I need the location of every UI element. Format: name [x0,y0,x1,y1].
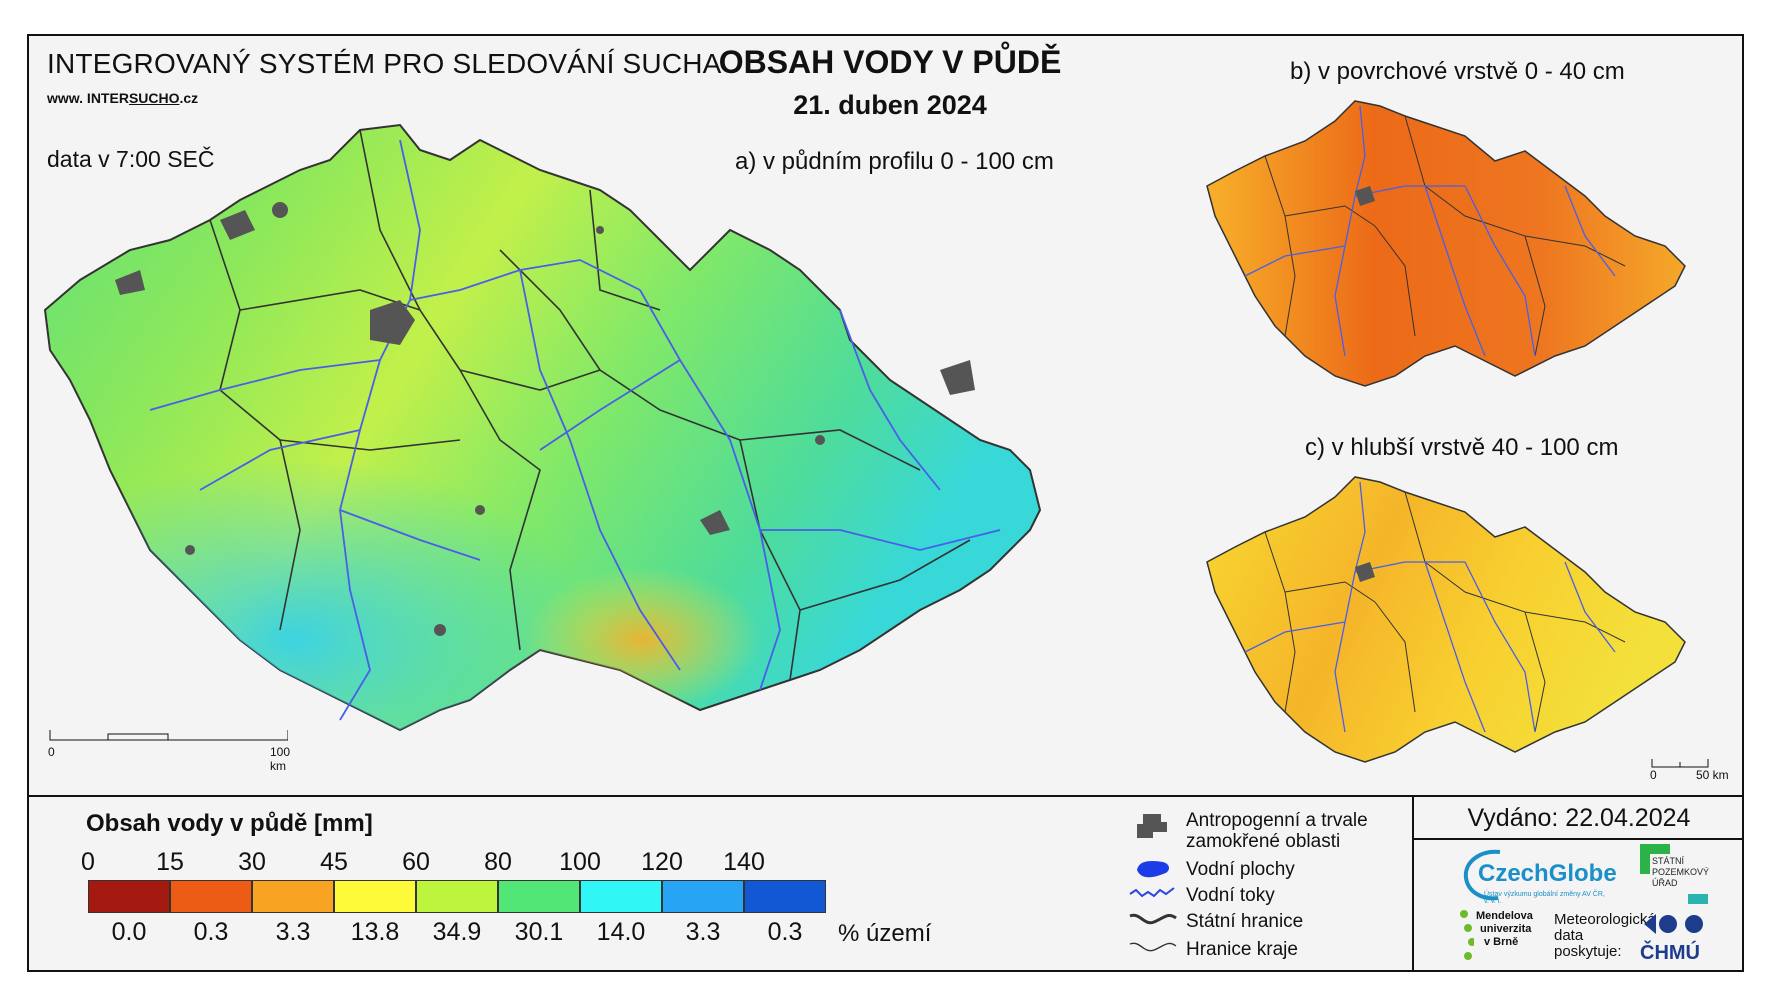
meteo-line-2: data [1554,927,1584,944]
czechglobe-logo[interactable]: CzechGlobe Ústav výzkumu globální změny … [1460,848,1617,905]
legend-class-swatch [662,880,744,913]
legend-class-percent: 14.0 [596,918,646,946]
legend-class-percent: 0.3 [193,918,229,946]
legend-threshold: 80 [484,848,512,876]
legend-class-percent: 0.3 [767,918,803,946]
anthropogenic-label-1: Antropogenní a trvale [1186,810,1368,831]
mendel-dots-icon [1460,910,1474,960]
anthropogenic-areas-main [115,202,975,636]
anthropogenic-icon [1137,814,1167,838]
logo-separator-horizontal [1412,838,1744,840]
water-body-icon [1137,860,1169,878]
meteo-line-3: poskytuje: [1554,943,1622,960]
issued-date: Vydáno: 22.04.2024 [1467,804,1691,832]
water-stream-icon [1129,887,1175,898]
legend-class-swatch [88,880,170,913]
legend-class-percent: 34.9 [432,918,482,946]
legend-threshold: 120 [641,848,683,876]
legend-class-swatch [334,880,416,913]
legend-threshold: 45 [320,848,348,876]
legend-class-percent: 13.8 [350,918,400,946]
region-border-icon [1129,942,1177,952]
spu-line-3: ÚŘAD [1652,878,1678,888]
surface-map-label: b) v povrchové vrstvě 0 - 40 cm [1290,58,1625,85]
spu-line-2: POZEMKOVÝ [1652,867,1710,877]
czech-outline-surface [1206,100,1686,387]
website-prefix: www. INTER [47,90,129,106]
legend-threshold: 60 [402,848,430,876]
logo-separator-vertical [1412,795,1414,972]
legend-class-swatch [580,880,662,913]
water-streams-label: Vodní toky [1186,885,1275,906]
mendel-line-2: univerzita [1480,923,1532,935]
system-name: INTEGROVANÝ SYSTÉM PRO SLEDOVÁNÍ SUCHA [47,48,722,79]
map-date: 21. duben 2024 [793,90,987,120]
legend-title: Obsah vody v půdě [mm] [86,810,373,837]
legend-class-swatch [744,880,826,913]
spu-green-bar-vertical-icon [1640,844,1650,874]
spu-line-1: STÁTNÍ [1652,856,1685,866]
data-time: data v 7:00 SEČ [47,146,215,172]
legend-class-percent: 3.3 [685,918,721,946]
legend-threshold: 140 [723,848,765,876]
chmu-symbol-icon [1644,914,1703,934]
website-highlight: SUCHO [128,90,180,106]
legend-class-swatch [416,880,498,913]
small-scale-start: 0 [1650,768,1657,782]
region-border-label: Hranice kraje [1186,939,1298,960]
state-border-label: Státní hranice [1186,911,1304,932]
main-scale-end: 100 km [270,745,291,773]
legend-threshold: 100 [559,848,601,876]
spu-teal-block-icon [1688,894,1708,904]
czechglobe-swirl-icon [1463,849,1501,901]
state-border-icon [1129,913,1177,925]
legend-class-percent: 3.3 [275,918,311,946]
legend-class-percent: 0.0 [111,918,147,946]
czech-outline-deep [1206,476,1686,763]
mendel-line-1: Mendelova [1476,910,1533,922]
main-scale-bar: 0 100 km [48,728,290,773]
legend-threshold: 30 [238,848,266,876]
spu-green-bar-icon [1640,844,1670,854]
website-suffix: .cz [179,90,199,106]
czechglobe-name: CzechGlobe [1478,860,1617,887]
meteo-line-1: Meteorologická [1554,911,1656,928]
page-title: OBSAH VODY V PŮDĚ [718,44,1062,80]
chmu-logo[interactable]: ČHMÚ [1640,942,1700,964]
legend-separator [27,795,1744,797]
region-borders-main [209,129,971,681]
surface-layer-map [1205,96,1735,406]
website-link[interactable]: www. INTERSUCHO.cz [47,90,198,106]
small-scale-end: 50 km [1696,768,1729,782]
legend-threshold: 0 [81,848,95,876]
legend-threshold: 15 [156,848,184,876]
anthropogenic-label-2: zamokřené oblasti [1186,831,1341,852]
legend-class-swatch [498,880,580,913]
legend-class-swatch [252,880,334,913]
meteo-data-provider: Meteorologická data poskytuje: [1554,912,1656,960]
spu-logo[interactable]: STÁTNÍ POZEMKOVÝ ÚŘAD [1640,844,1730,916]
main-scale-start: 0 [48,745,55,759]
main-map-label: a) v půdním profilu 0 - 100 cm [735,148,1054,175]
czechglobe-subtitle: Ústav výzkumu globální změny AV ČR, v. v… [1484,891,1605,905]
mendel-university-logo[interactable]: Mendelova univerzita v Brně [1460,910,1562,960]
water-bodies-label: Vodní plochy [1186,859,1295,880]
legend-class-percent: 30.1 [514,918,564,946]
small-scale-bar: 0 50 km [1650,756,1740,786]
deep-layer-map [1205,472,1735,782]
main-map [40,110,1180,770]
legend-class-swatch [170,880,252,913]
deep-map-label: c) v hlubší vrstvě 40 - 100 cm [1305,434,1619,461]
mendel-line-3: v Brně [1484,936,1519,948]
percent-unit: % území [838,920,932,947]
rivers-main [149,139,1001,721]
